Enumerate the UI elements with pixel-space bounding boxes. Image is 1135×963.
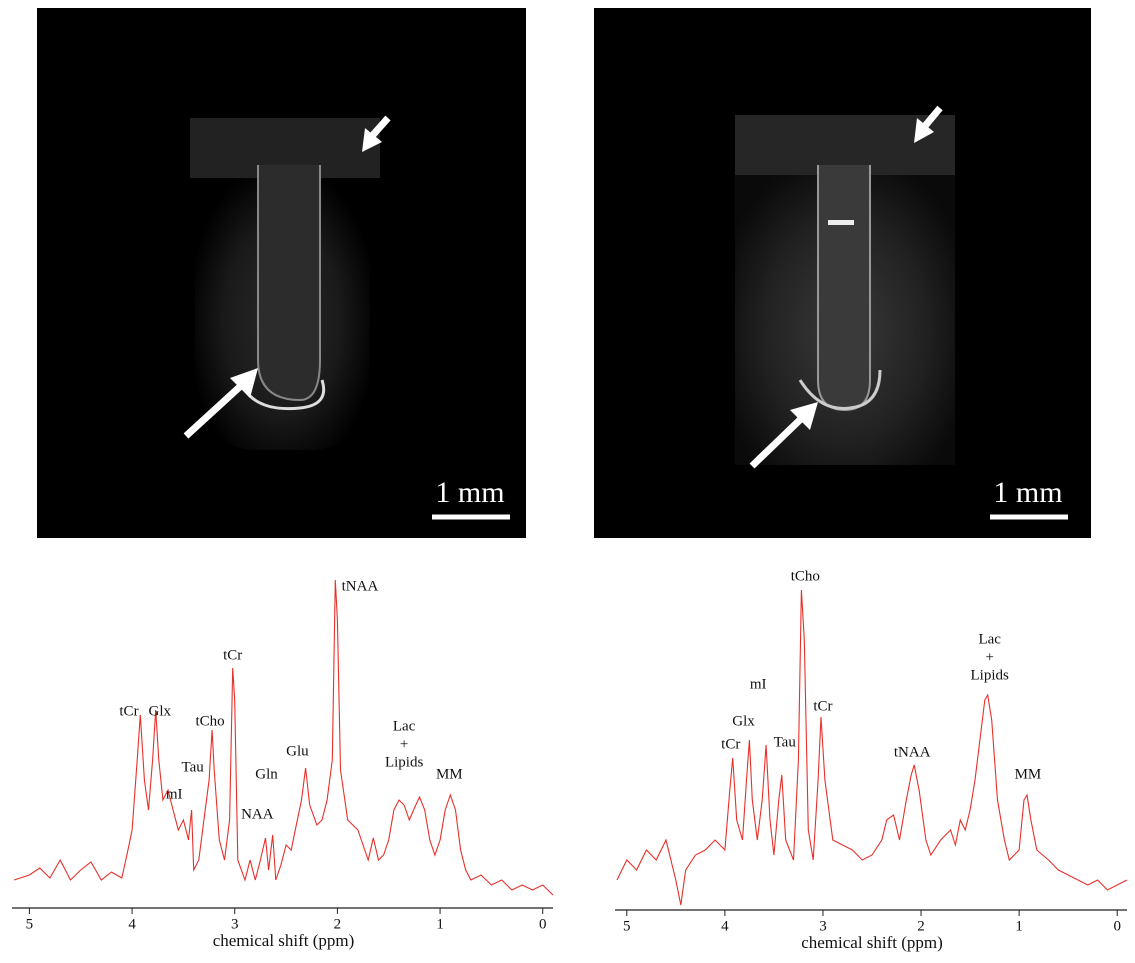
x-tick-label: 5 xyxy=(623,918,631,934)
peak-label: Glx xyxy=(149,703,172,719)
peak-label: tCr xyxy=(813,698,832,714)
mri-right: 1 mm xyxy=(594,8,1091,538)
scale-label: 1 mm xyxy=(993,476,1062,509)
peak-label: Lac xyxy=(393,718,416,734)
x-tick-label: 2 xyxy=(334,916,342,932)
x-tick-label: 1 xyxy=(436,916,444,932)
peak-label: mI xyxy=(166,786,183,802)
peak-label: tCho xyxy=(791,568,820,584)
peak-label: tNAA xyxy=(894,744,931,760)
x-axis-label: chemical shift (ppm) xyxy=(801,933,943,952)
x-tick-label: 3 xyxy=(819,918,827,934)
peak-label: tCho xyxy=(195,713,224,729)
x-tick-label: 0 xyxy=(539,916,547,932)
spectrum xyxy=(13,579,554,896)
peak-label: MM xyxy=(1015,766,1042,782)
x-tick-label: 3 xyxy=(231,916,239,932)
x-tick-label: 2 xyxy=(917,918,925,934)
x-tick-label: 1 xyxy=(1015,918,1023,934)
peak-label: mI xyxy=(750,676,767,692)
peak-label: tCr xyxy=(721,736,740,752)
spectrum xyxy=(616,589,1128,906)
peak-label: tCr xyxy=(119,703,138,719)
peak-label: + xyxy=(400,736,408,752)
peak-label: Lipids xyxy=(385,754,423,770)
peak-label: MM xyxy=(436,766,463,782)
peak-label: Glu xyxy=(286,743,309,759)
scale-label: 1 mm xyxy=(435,476,504,509)
peak-label: tCr xyxy=(223,647,242,663)
x-tick-label: 0 xyxy=(1113,918,1121,934)
peak-label: tNAA xyxy=(342,578,379,594)
peak-label: Glx xyxy=(732,713,755,729)
peak-label: Tau xyxy=(181,759,204,775)
peak-label: Gln xyxy=(255,766,278,782)
x-tick-label: 4 xyxy=(721,918,729,934)
peak-label: NAA xyxy=(241,806,274,822)
peak-label: Tau xyxy=(774,734,797,750)
mri-left: 1 mm xyxy=(37,8,526,538)
x-axis-label: chemical shift (ppm) xyxy=(213,931,355,950)
peak-label: Lac xyxy=(978,631,1001,647)
x-tick-label: 5 xyxy=(26,916,34,932)
x-tick-label: 4 xyxy=(128,916,136,932)
peak-label: + xyxy=(985,649,993,665)
peak-label: Lipids xyxy=(971,667,1009,683)
